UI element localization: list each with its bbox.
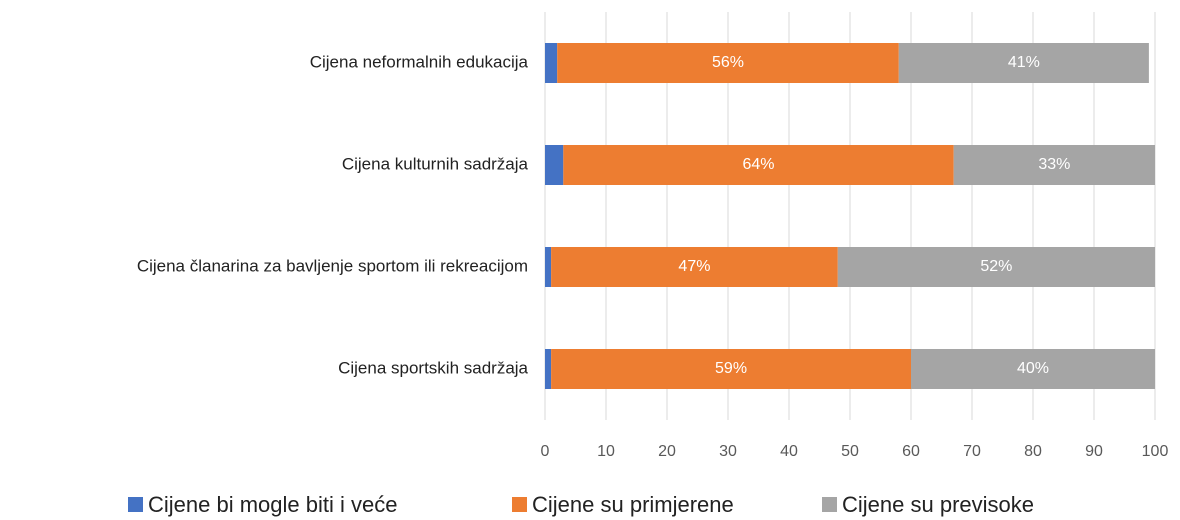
y-tick-label: Cijena sportskih sadržaja	[338, 358, 528, 377]
bar-segment	[545, 43, 558, 83]
value-label: 52%	[980, 258, 1012, 275]
y-tick-label: Cijena neformalnih edukacija	[310, 52, 529, 71]
bar-segment	[545, 247, 552, 287]
x-tick-label: 90	[1085, 443, 1103, 460]
y-tick-label: Cijena članarina za bavljenje sportom il…	[137, 256, 528, 275]
x-tick-label: 30	[719, 443, 737, 460]
bar-segment	[551, 247, 838, 287]
y-tick-label: Cijena kulturnih sadržaja	[342, 154, 529, 173]
legend-label: Cijene su primjerene	[532, 492, 734, 517]
value-label: 41%	[1008, 54, 1040, 71]
legend-label: Cijene bi mogle biti i veće	[148, 492, 397, 517]
x-tick-label: 100	[1142, 443, 1169, 460]
legend-swatch	[822, 497, 837, 512]
bar-segment	[953, 145, 1155, 185]
bar-segment	[911, 349, 1155, 389]
value-label: 56%	[712, 54, 744, 71]
legend-label: Cijene su previsoke	[842, 492, 1034, 517]
value-label: 40%	[1017, 360, 1049, 377]
x-tick-label: 80	[1024, 443, 1042, 460]
x-tick-label: 10	[597, 443, 615, 460]
bar-segment	[563, 145, 954, 185]
value-label: 47%	[678, 258, 710, 275]
x-tick-label: 40	[780, 443, 798, 460]
bar-segment	[545, 349, 552, 389]
value-label: 33%	[1038, 156, 1070, 173]
x-tick-label: 60	[902, 443, 920, 460]
x-tick-label: 50	[841, 443, 859, 460]
bar-segment	[557, 43, 899, 83]
x-tick-label: 70	[963, 443, 981, 460]
bar-segment	[837, 247, 1155, 287]
x-tick-label: 0	[541, 443, 550, 460]
bar-segment	[545, 145, 564, 185]
bar-segment	[551, 349, 911, 389]
value-label: 59%	[715, 360, 747, 377]
legend-swatch	[128, 497, 143, 512]
value-label: 64%	[742, 156, 774, 173]
legend-swatch	[512, 497, 527, 512]
x-tick-label: 20	[658, 443, 676, 460]
bar-segment	[898, 43, 1149, 83]
